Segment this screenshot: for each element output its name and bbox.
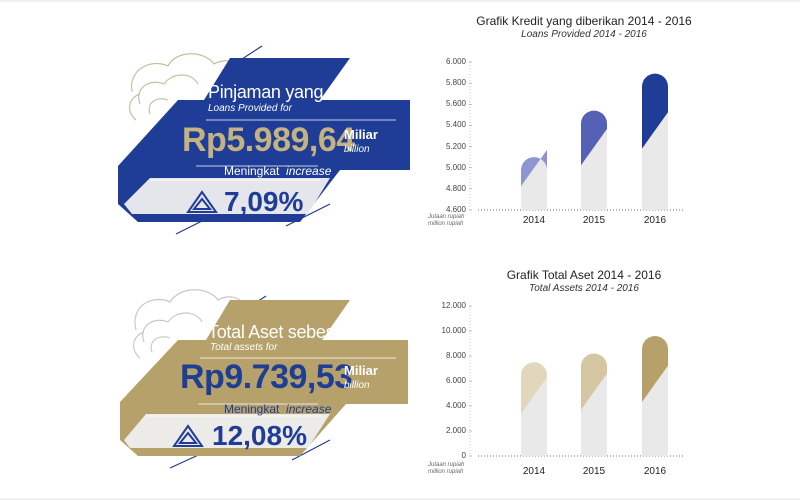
- y-tick-label: 0: [461, 451, 466, 460]
- y-tick-label: 4.800: [445, 183, 466, 193]
- y-tick-label: 8.000: [445, 351, 466, 360]
- loans-axis-note: Jutaan rupiah million rupiah: [428, 214, 488, 228]
- y-tick-label: 5.600: [445, 99, 466, 109]
- assets-axis-note-en: million rupiah: [428, 469, 464, 475]
- loans-axis-note-id: Jutaan rupiah: [428, 214, 465, 220]
- bar-base: [521, 377, 547, 456]
- y-tick-label: 4.000: [445, 401, 466, 410]
- y-tick-label: 5.200: [445, 141, 466, 151]
- assets-increase-en: increase: [286, 402, 332, 416]
- bar-2014: [521, 362, 547, 414]
- loans-percent: 7,09%: [224, 186, 304, 217]
- y-tick-label: 10.000: [441, 326, 466, 335]
- y-tick-label: 5.000: [445, 162, 466, 172]
- y-tick-label: 6.000: [445, 57, 466, 66]
- cloud-ornament-icon: [133, 289, 247, 359]
- assets-increase-id: Meningkat: [224, 402, 280, 416]
- assets-axis-note-id: Jutaan rupiah: [428, 462, 465, 468]
- bar-2016: [642, 73, 668, 149]
- bar-2014: [521, 149, 547, 187]
- assets-percent: 12,08%: [212, 420, 307, 451]
- assets-axis-note: Jutaan rupiah million rupiah: [428, 462, 488, 476]
- loans-chart-title: Grafik Kredit yang diberikan 2014 - 2016: [476, 14, 692, 28]
- assets-unit: Miliar billion: [344, 364, 378, 392]
- bar-base: [581, 373, 607, 456]
- assets-unit-en: billion: [344, 380, 370, 391]
- loans-unit: Miliar billion: [344, 128, 378, 156]
- loans-increase-id: Meningkat: [224, 164, 280, 178]
- assets-title: Total Aset sebesar: [208, 322, 350, 342]
- y-tick-label: 5.800: [445, 78, 466, 88]
- x-category-label: 2014: [522, 215, 546, 226]
- y-tick-label: 12.000: [441, 301, 466, 310]
- assets-unit-label: Miliar: [344, 363, 378, 378]
- triangle-up-icon: [172, 424, 204, 447]
- assets-subtitle: Total assets for: [210, 342, 278, 353]
- assets-increase-label: Meningkat increase: [224, 402, 331, 416]
- bar-base: [581, 128, 607, 210]
- loans-subtitle: Loans Provided for: [208, 103, 292, 114]
- loans-chart: [469, 61, 684, 211]
- loans-increase-label: Meningkat increase: [224, 164, 331, 178]
- y-tick-label: 6.000: [445, 376, 466, 385]
- y-tick-label: 5.400: [445, 120, 466, 130]
- loans-chart-subtitle: Loans Provided 2014 - 2016: [521, 29, 647, 40]
- loans-unit-label: Miliar: [344, 127, 378, 142]
- y-tick-label: 2.000: [445, 426, 466, 435]
- bar-base: [642, 365, 668, 456]
- x-category-label: 2016: [643, 466, 667, 477]
- assets-amount: Rp9.739,53: [180, 358, 353, 396]
- x-category-label: 2016: [643, 215, 667, 226]
- assets-chart: [469, 305, 684, 457]
- loans-axis-note-en: million rupiah: [428, 221, 464, 227]
- loans-increase-en: increase: [286, 164, 332, 178]
- triangle-up-icon: [186, 190, 218, 213]
- y-tick-label: 4.600: [445, 205, 466, 214]
- bar-2015: [581, 110, 608, 166]
- bar-2015: [581, 353, 608, 410]
- assets-panel-graphic: [120, 289, 408, 469]
- loans-amount: Rp5.989,64: [182, 121, 355, 159]
- assets-chart-subtitle: Total Assets 2014 - 2016: [529, 283, 639, 294]
- bar-base: [521, 149, 547, 210]
- x-category-label: 2015: [582, 466, 606, 477]
- x-category-label: 2015: [582, 215, 606, 226]
- bar-base: [642, 112, 668, 210]
- loans-title: Pinjaman yang diberikan sebesar: [208, 82, 465, 102]
- assets-chart-title: Grafik Total Aset 2014 - 2016: [506, 268, 662, 282]
- x-category-label: 2014: [522, 466, 546, 477]
- bar-2016: [642, 336, 668, 402]
- loans-unit-en: billion: [344, 144, 370, 155]
- loans-panel-graphic: [118, 45, 410, 235]
- cloud-ornament-icon: [129, 53, 245, 121]
